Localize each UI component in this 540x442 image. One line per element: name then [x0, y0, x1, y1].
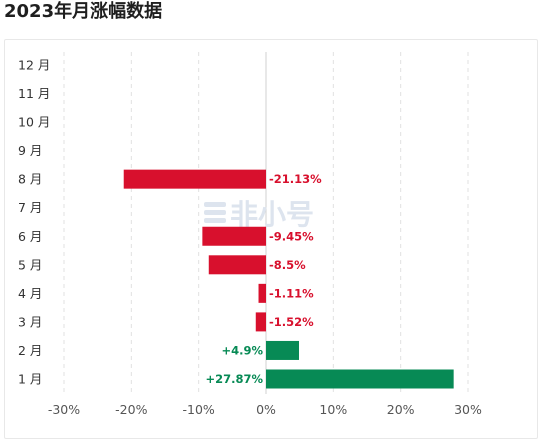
bar	[266, 340, 299, 360]
bars	[123, 169, 454, 389]
y-tick-label: 4 月	[18, 286, 42, 301]
y-tick-label: 8 月	[18, 172, 42, 187]
watermark-text: 非小号	[230, 198, 314, 231]
x-tick-label: -20%	[115, 402, 147, 417]
y-tick-label: 7 月	[18, 200, 42, 215]
data-label: -8.5%	[269, 258, 306, 272]
y-tick-label: 12 月	[18, 57, 50, 72]
data-label: -9.45%	[269, 229, 314, 243]
y-tick-label: 11 月	[18, 86, 50, 101]
data-label: +4.9%	[221, 343, 263, 357]
x-tick-label: -30%	[48, 402, 80, 417]
chart-panel	[4, 39, 538, 439]
data-label: -21.13%	[269, 172, 322, 186]
watermark-bar-1	[204, 202, 226, 207]
data-label: +27.87%	[205, 372, 263, 386]
x-tick-label: 0%	[256, 402, 276, 417]
x-tick-label: -10%	[183, 402, 215, 417]
watermark-logo: 非小号	[204, 198, 314, 231]
y-tick-label: 5 月	[18, 257, 42, 272]
bar	[266, 369, 454, 389]
y-tick-label: 2 月	[18, 343, 42, 358]
y-axis-ticks: 1 月 2 月 3 月 4 月 5 月 6 月 7 月 8 月 9 月 10 月 11 月 12 月	[18, 57, 50, 386]
bar	[258, 283, 266, 303]
x-tick-label: 30%	[454, 402, 482, 417]
page-title: 2023年月涨幅数据	[4, 1, 163, 22]
x-tick-label: 10%	[319, 402, 347, 417]
data-label: -1.11%	[269, 286, 314, 300]
y-tick-label: 6 月	[18, 229, 42, 244]
y-tick-label: 9 月	[18, 143, 42, 158]
bar	[202, 226, 266, 246]
y-tick-label: 1 月	[18, 372, 42, 387]
bar	[123, 169, 266, 189]
data-label: -1.52%	[269, 315, 314, 329]
bar	[208, 255, 266, 275]
x-tick-label: 20%	[387, 402, 415, 417]
bar	[255, 312, 266, 332]
data-labels: +27.87% +4.9% -1.52% -1.11% -8.5% -9.45% -21.1…	[205, 172, 322, 386]
watermark-bar-2	[204, 210, 226, 215]
watermark-bar-3	[204, 218, 226, 223]
y-tick-label: 10 月	[18, 115, 50, 130]
grid-lines	[63, 52, 469, 394]
x-axis-ticks: -30% -20% -10% 0% 10% 20% 30%	[48, 402, 482, 417]
y-tick-label: 3 月	[18, 314, 42, 329]
